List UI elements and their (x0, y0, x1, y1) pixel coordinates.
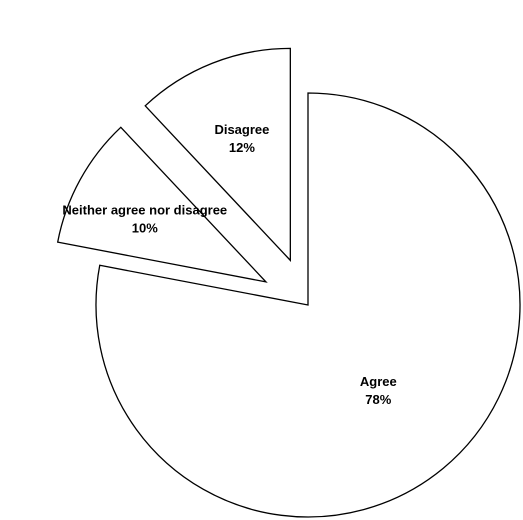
pie-slice-neither-agree-nor-disagree (56, 126, 268, 283)
slice-label-disagree: Disagree (214, 122, 269, 137)
slice-value-agree: 78% (365, 392, 391, 407)
slice-value-neither-agree-nor-disagree: 10% (132, 221, 158, 236)
pie-slice-agree (95, 92, 521, 518)
slice-value-disagree: 12% (229, 140, 255, 155)
pie-slice-disagree (144, 47, 291, 263)
slice-label-agree: Agree (360, 374, 397, 389)
slice-label-neither-agree-nor-disagree: Neither agree nor disagree (62, 203, 227, 218)
